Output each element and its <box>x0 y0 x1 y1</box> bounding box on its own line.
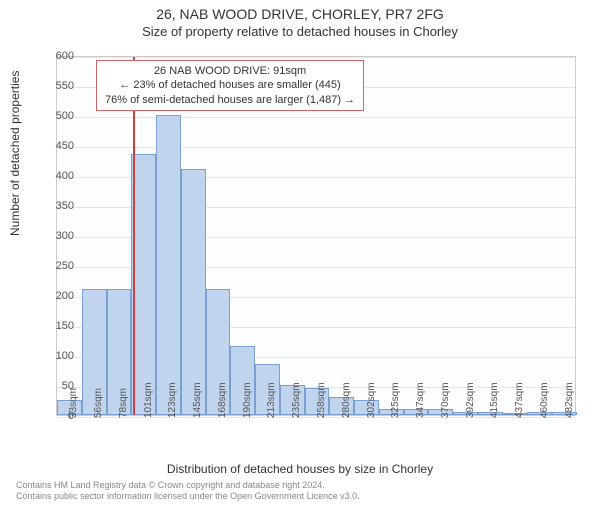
chart-title: 26, NAB WOOD DRIVE, CHORLEY, PR7 2FG <box>0 6 600 22</box>
x-tick-label: 437sqm <box>514 382 525 418</box>
annotation-line: 26 NAB WOOD DRIVE: 91sqm <box>105 64 355 78</box>
footer-line: Contains HM Land Registry data © Crown c… <box>16 480 360 491</box>
x-tick-label: 101sqm <box>143 382 154 418</box>
y-tick-label: 250 <box>44 260 74 272</box>
x-tick-group: 33sqm56sqm78sqm101sqm123sqm145sqm168sqm1… <box>56 416 576 460</box>
x-tick-label: 123sqm <box>167 382 178 418</box>
x-tick-label: 460sqm <box>539 382 550 418</box>
x-tick-label: 213sqm <box>266 382 277 418</box>
histogram-bar <box>181 169 206 415</box>
x-tick-label: 190sqm <box>242 382 253 418</box>
y-tick-label: 100 <box>44 350 74 362</box>
x-axis-label: Distribution of detached houses by size … <box>0 462 600 476</box>
histogram-bar <box>156 115 181 415</box>
x-tick-label: 415sqm <box>489 382 500 418</box>
chart-container: 26, NAB WOOD DRIVE, CHORLEY, PR7 2FG Siz… <box>0 6 600 506</box>
y-tick-label: 300 <box>44 230 74 242</box>
y-tick-label: 200 <box>44 290 74 302</box>
plot-area: 26 NAB WOOD DRIVE: 91sqm ← 23% of detach… <box>56 56 576 416</box>
y-tick-label: 450 <box>44 140 74 152</box>
x-tick-label: 33sqm <box>68 388 79 418</box>
x-tick-label: 347sqm <box>415 382 426 418</box>
x-tick-label: 78sqm <box>118 388 129 418</box>
annotation-line: 76% of semi-detached houses are larger (… <box>105 93 355 107</box>
chart-subtitle: Size of property relative to detached ho… <box>0 24 600 39</box>
footer-attribution: Contains HM Land Registry data © Crown c… <box>16 480 360 502</box>
x-tick-label: 235sqm <box>291 382 302 418</box>
y-tick-label: 600 <box>44 50 74 62</box>
x-tick-label: 370sqm <box>440 382 451 418</box>
y-tick-label: 150 <box>44 320 74 332</box>
y-tick-label: 550 <box>44 80 74 92</box>
x-tick-label: 392sqm <box>465 382 476 418</box>
x-tick-label: 280sqm <box>341 382 352 418</box>
x-tick-label: 258sqm <box>316 382 327 418</box>
annotation-box: 26 NAB WOOD DRIVE: 91sqm ← 23% of detach… <box>96 60 364 111</box>
y-tick-label: 350 <box>44 200 74 212</box>
x-tick-label: 56sqm <box>93 388 104 418</box>
x-tick-label: 145sqm <box>192 382 203 418</box>
footer-line: Contains public sector information licen… <box>16 491 360 502</box>
y-tick-label: 500 <box>44 110 74 122</box>
x-tick-label: 168sqm <box>217 382 228 418</box>
x-tick-label: 325sqm <box>390 382 401 418</box>
y-axis-label: Number of detached properties <box>8 71 22 236</box>
annotation-line: ← 23% of detached houses are smaller (44… <box>105 78 355 92</box>
y-tick-label: 400 <box>44 170 74 182</box>
x-tick-label: 482sqm <box>564 382 575 418</box>
x-tick-label: 302sqm <box>366 382 377 418</box>
